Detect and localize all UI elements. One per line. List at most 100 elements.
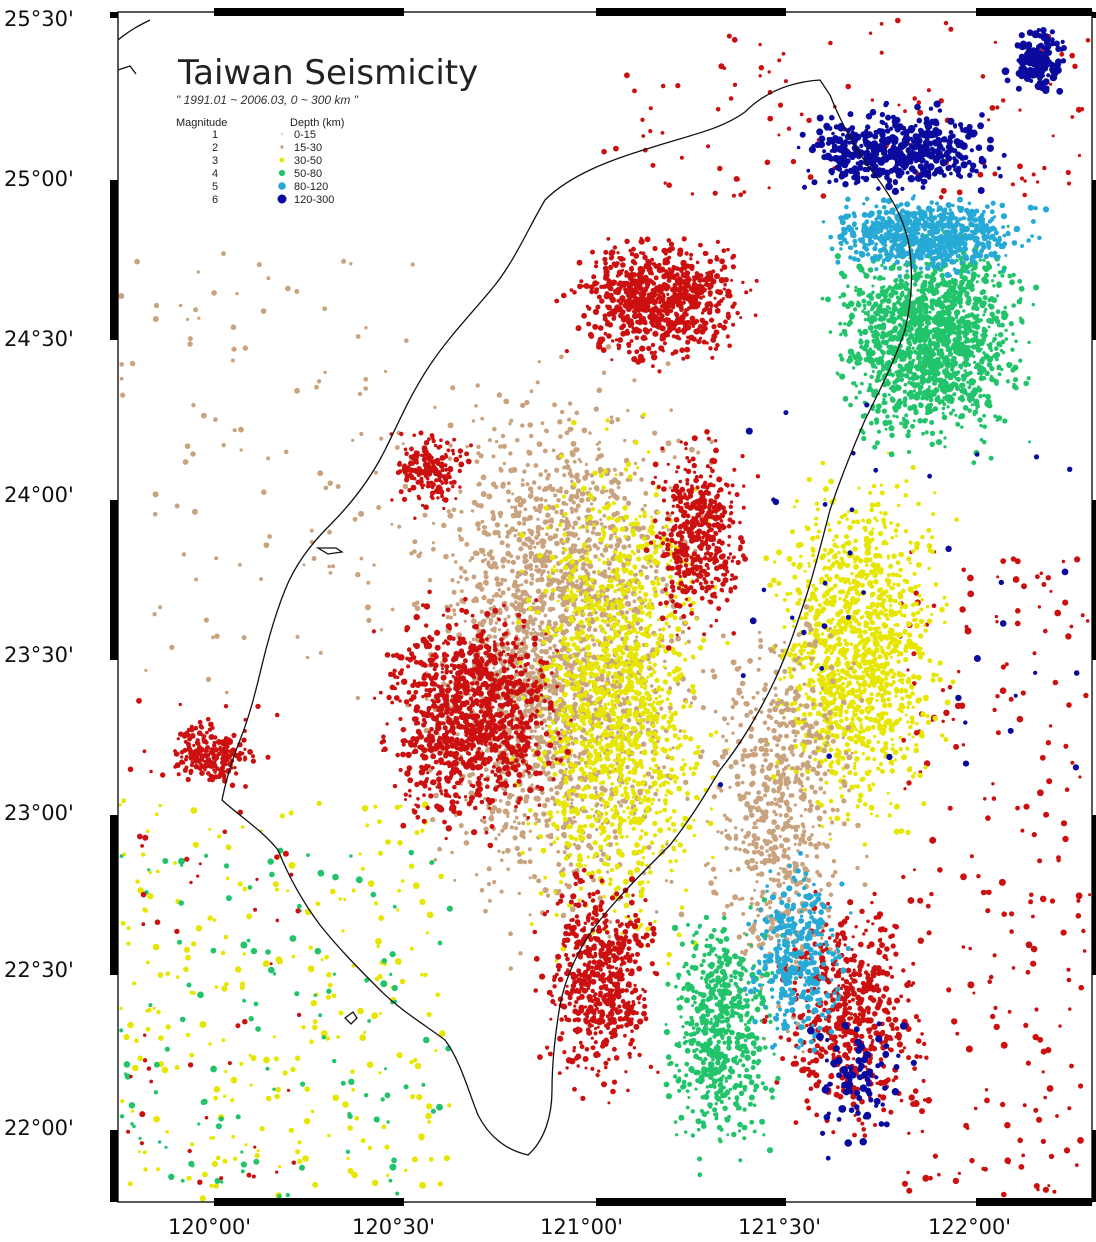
earthquake-event [546,570,551,574]
earthquake-event [644,566,648,570]
earthquake-event [144,668,148,673]
earthquake-event [595,442,599,446]
earthquake-event [758,65,764,71]
earthquake-event [564,594,571,600]
earthquake-event [572,692,578,698]
earthquake-event [586,537,592,543]
earthquake-event [394,804,400,810]
earthquake-event [625,764,630,770]
earthquake-event [665,440,672,447]
earthquake-event [639,674,643,678]
earthquake-event [646,665,651,669]
earthquake-event [592,570,597,575]
earthquake-event [854,728,859,732]
earthquake-event [652,670,657,674]
earthquake-event [283,449,289,455]
earthquake-event [953,743,960,750]
earthquake-event [327,480,333,486]
earthquake-event [580,565,586,571]
earthquake-event [501,850,505,855]
earthquake-event [972,991,976,995]
earthquake-event [197,991,204,999]
earthquake-event [807,564,811,568]
earthquake-event [483,767,489,772]
earthquake-event [578,526,582,530]
earthquake-event [685,791,690,797]
earthquake-event [275,956,283,963]
earthquake-event [365,823,370,828]
earthquake-event [575,784,581,790]
earthquake-event [622,878,629,885]
earthquake-event [640,741,647,747]
earthquake-event [541,750,548,756]
earthquake-event [484,525,488,529]
earthquake-event [611,516,615,520]
earthquake-event [668,702,673,707]
earthquake-event [1022,1103,1027,1108]
earthquake-event [225,844,232,851]
earthquake-event [602,663,608,669]
earthquake-event [250,1055,257,1062]
earthquake-event [255,703,261,710]
earthquake-event [651,689,655,693]
earthquake-event [585,578,589,582]
earthquake-event [486,551,493,557]
earthquake-event [637,644,642,648]
earthquake-event [613,791,619,797]
earthquake-event [455,732,460,737]
earthquake-event [651,852,655,856]
earthquake-event [838,709,843,715]
earthquake-event [165,971,171,977]
earthquake-event [921,800,927,807]
earthquake-event [529,729,534,734]
earthquake-event [903,787,907,791]
earthquake-event [426,1011,432,1018]
earthquake-event [419,1181,426,1189]
earthquake-event [431,541,435,545]
earthquake-event [187,336,193,342]
earthquake-event [613,617,617,621]
earthquake-event [240,1161,247,1168]
earthquake-event [662,765,666,770]
earthquake-event [137,887,144,894]
earthquake-event [531,577,535,581]
earthquake-event [235,966,242,973]
earthquake-event [666,719,672,725]
earthquake-event [474,404,478,408]
earthquake-event [1043,1095,1047,1100]
earthquake-event [578,704,585,711]
earthquake-event [581,624,587,629]
earthquake-event [430,1108,436,1114]
earthquake-event [603,800,610,807]
earthquake-event [145,1026,151,1032]
earthquake-event [1025,941,1033,949]
earthquake-event [549,787,554,792]
earthquake-event [586,757,591,762]
earthquake-event [901,874,906,880]
earthquake-event [165,1130,169,1134]
earthquake-event [668,773,673,779]
earthquake-event [912,1066,917,1071]
earthquake-event [1009,911,1015,917]
earthquake-event [191,508,198,515]
earthquake-event [318,650,323,655]
earthquake-event [649,702,655,708]
earthquake-event [630,549,635,554]
earthquake-event [638,514,642,519]
earthquake-event [677,842,683,848]
earthquake-event [598,472,605,479]
earthquake-event [177,939,182,945]
earthquake-event [547,535,554,542]
earthquake-event [528,913,532,917]
earthquake-event [213,1086,221,1093]
earthquake-event [288,1127,294,1134]
earthquake-event [514,826,519,831]
earthquake-event [995,730,1001,736]
earthquake-event [624,567,629,572]
earthquake-event [1067,181,1071,186]
earthquake-event [609,602,615,607]
earthquake-event [874,647,880,654]
earthquake-event [650,775,655,780]
earthquake-event [525,673,530,679]
earthquake-event [569,636,575,642]
